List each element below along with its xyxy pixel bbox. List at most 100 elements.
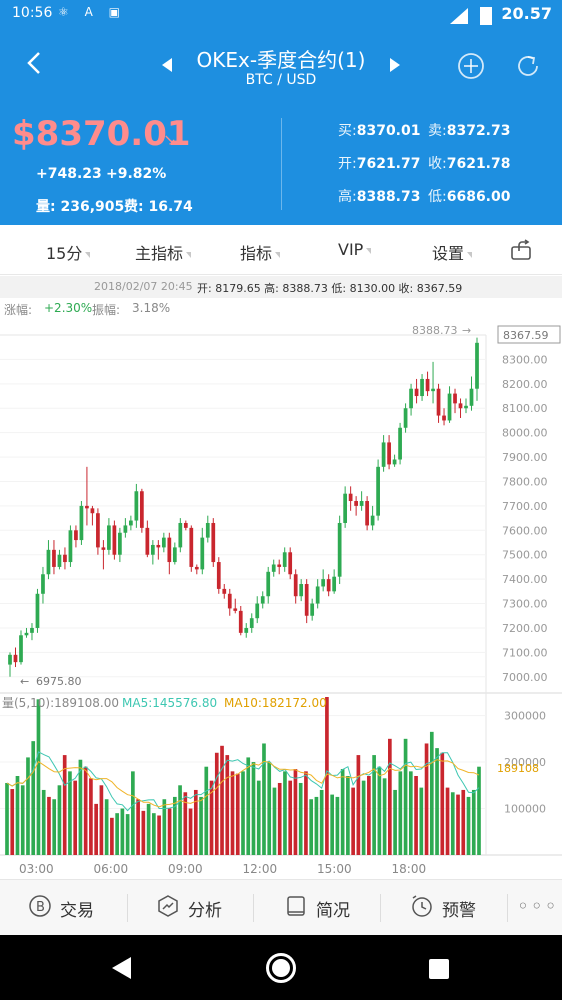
volume-bar (131, 771, 135, 855)
volume-bar (57, 785, 62, 855)
candle-body (255, 603, 260, 619)
volume-bar (372, 755, 376, 855)
nav-recents-icon[interactable] (429, 959, 449, 979)
volume-bar (335, 796, 340, 855)
volume-bar (15, 776, 20, 855)
refresh-icon[interactable] (513, 51, 543, 81)
caret-icon (366, 248, 372, 254)
volume-stat: 量: 236,905 (36, 196, 124, 216)
volume-bar (277, 782, 282, 855)
candle-body (79, 505, 84, 541)
buy-value: 8370.01 (356, 123, 421, 139)
ma10-line (6, 759, 480, 808)
close-label: 收: (428, 156, 447, 172)
candle-body (90, 508, 95, 514)
nav-back-icon[interactable] (112, 957, 131, 979)
volume-bar (429, 731, 434, 855)
amp-value: 3.18% (132, 301, 171, 315)
volume-bar (73, 780, 78, 855)
more-dots-icon[interactable]: ◦◦◦ (517, 894, 559, 918)
candle-body (343, 493, 348, 523)
candles (8, 337, 479, 677)
volume-bar (241, 771, 245, 855)
share-icon[interactable] (510, 239, 532, 261)
page-title: OKEx-季度合约(1) (196, 48, 366, 72)
candle-body (85, 505, 89, 509)
tab-timeframe[interactable]: 15分 (46, 240, 91, 264)
tab-settings[interactable]: 设置 (432, 240, 473, 264)
candle-body (387, 442, 391, 465)
candle-body (288, 552, 293, 575)
volume-tick-label: 200000 (504, 756, 546, 769)
volume-bar (356, 755, 361, 855)
volume-bar (388, 738, 392, 855)
trade-label: 交易 (60, 901, 94, 921)
volume-bar (304, 771, 308, 855)
candle-body (74, 530, 78, 541)
candle-body (436, 388, 441, 416)
caret-icon (186, 252, 192, 258)
kline-chart[interactable]: 8300.00 8200.00 8100.00 8000.00 7900.00 7800.… (0, 319, 562, 879)
candle-body (392, 459, 397, 465)
volume-bar (188, 808, 193, 855)
candle-body (321, 579, 326, 587)
volume-bar (209, 780, 214, 855)
back-icon[interactable] (20, 48, 50, 78)
price-tick-label: 8200.00 (502, 378, 548, 391)
volume-bar (471, 789, 476, 855)
candle-body (244, 627, 249, 633)
max-price-label: 8388.73 (412, 324, 458, 337)
add-circle-icon[interactable] (456, 51, 486, 81)
volume-bar (115, 813, 119, 855)
candle-body (458, 403, 463, 409)
summary-book-icon (287, 896, 305, 916)
volume-bar (445, 787, 450, 855)
candle-body (398, 427, 402, 460)
time-tick-label: 12:00 (243, 862, 278, 876)
candle-body (216, 562, 221, 589)
candle-body (107, 525, 111, 550)
candle-body (167, 537, 172, 563)
time-tick-label: 03:00 (19, 862, 54, 876)
candle-body (123, 525, 128, 533)
max-price-arrow: → (462, 324, 471, 337)
volume-bar (36, 699, 41, 855)
volume-bar (461, 789, 466, 855)
candle-body (304, 584, 309, 616)
nav-home-icon[interactable] (266, 953, 296, 983)
next-triangle-icon[interactable] (390, 58, 400, 72)
tab-indicator[interactable]: 指标 (240, 240, 281, 264)
price-tick-label: 7100.00 (502, 646, 548, 659)
amp-label: 振幅: (92, 303, 121, 317)
candle-body (469, 388, 474, 406)
min-price-label: 6975.80 (36, 675, 82, 688)
low-value: 6686.00 (446, 189, 511, 205)
time-tick-label: 18:00 (392, 862, 427, 876)
rise-value: +2.30% (44, 301, 93, 315)
prev-triangle-icon[interactable] (162, 58, 172, 72)
page-subtitle: BTC / USD (245, 72, 317, 88)
candle-body (249, 618, 254, 628)
candle-body (365, 501, 369, 526)
candle-body (24, 632, 29, 636)
price-tick-label: 7200.00 (502, 622, 548, 635)
fee-label: 费: (124, 199, 144, 215)
time-tick-label: 15:00 (317, 862, 352, 876)
last-price: $8370.01 (12, 114, 191, 154)
volume-bar (398, 771, 403, 855)
time-tick-label: 06:00 (94, 862, 129, 876)
candle-body (475, 342, 479, 389)
sell-value: 8372.73 (446, 123, 511, 139)
candle-body (46, 549, 51, 575)
volume-bar (251, 762, 256, 855)
buy-label: 买: (338, 123, 357, 139)
currency-symbol: $ (12, 114, 36, 154)
volume-bar (450, 792, 455, 855)
candle-body (381, 442, 386, 467)
candle-body (277, 564, 282, 567)
status-time: 10:56 (12, 5, 53, 21)
tab-main-indicator[interactable]: 主指标 (135, 240, 192, 264)
candle-body (403, 408, 408, 428)
tab-vip[interactable]: VIP (338, 240, 372, 259)
volume-bar (172, 796, 177, 855)
